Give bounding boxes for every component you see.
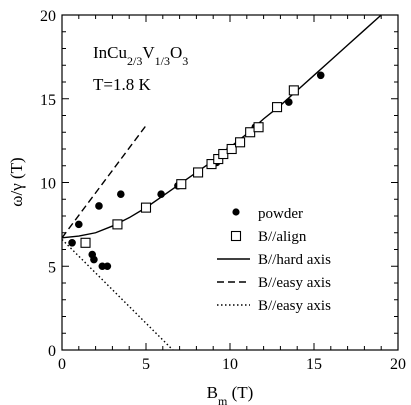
align-point	[112, 219, 123, 230]
x-tick-label: 10	[222, 356, 238, 373]
align-point	[226, 143, 237, 155]
y-axis-label: ω/γ (T)	[7, 157, 26, 206]
y-tick-label: 20	[40, 8, 56, 25]
legend-powder-label: powder	[258, 206, 303, 222]
align-point	[80, 237, 91, 248]
align-point	[271, 102, 283, 113]
align-point	[140, 202, 152, 213]
plot-frame	[61, 14, 399, 351]
compound-formula: InCu2/3V1/3O3	[93, 43, 188, 68]
powder-point	[68, 239, 76, 247]
x-tick-label: 0	[58, 356, 66, 373]
powder-point	[95, 202, 103, 210]
series-line-dotted	[61, 238, 174, 351]
temperature-label: T=1.8 K	[93, 75, 151, 94]
legend-easy-axis-dotted-label: B//easy axis	[258, 298, 331, 314]
legend-easy-axis-dashed-label: B//easy axis	[258, 275, 331, 291]
legend-align-marker	[230, 230, 242, 242]
y-tick-label: 10	[40, 176, 56, 193]
powder-point	[103, 262, 112, 271]
legend-hard-axis-label: B//hard axis	[258, 252, 331, 268]
powder-point	[90, 255, 98, 264]
powder-point	[316, 71, 325, 80]
align-point	[218, 148, 229, 160]
align-point	[288, 85, 299, 96]
align-point	[235, 137, 246, 148]
legend: powder B//align B//hard axis B//easy axi…	[217, 206, 331, 314]
align-point	[245, 127, 256, 138]
tick-labels: 0 5 10 15 20 0 5 10 15 20	[40, 8, 406, 373]
legend-align-label: B//align	[258, 229, 307, 245]
y-tick-label: 5	[48, 259, 56, 276]
theory-lines	[61, 14, 382, 351]
align-point	[193, 167, 204, 178]
legend-powder-marker	[232, 208, 240, 216]
align-point	[253, 122, 264, 133]
powder-point	[117, 190, 125, 199]
x-axis-label: Bm (T)	[207, 383, 254, 405]
y-tick-label: 0	[48, 343, 56, 360]
powder-point	[157, 190, 165, 199]
data-markers	[68, 71, 325, 271]
powder-point	[75, 220, 83, 229]
x-tick-label: 15	[306, 356, 322, 373]
align-point	[176, 179, 187, 190]
y-tick-label: 15	[40, 92, 56, 109]
series-line-dashed	[61, 125, 147, 239]
axis-ticks	[61, 14, 399, 351]
x-tick-label: 5	[142, 356, 150, 373]
powder-point	[285, 98, 293, 106]
x-tick-label: 20	[390, 356, 406, 373]
